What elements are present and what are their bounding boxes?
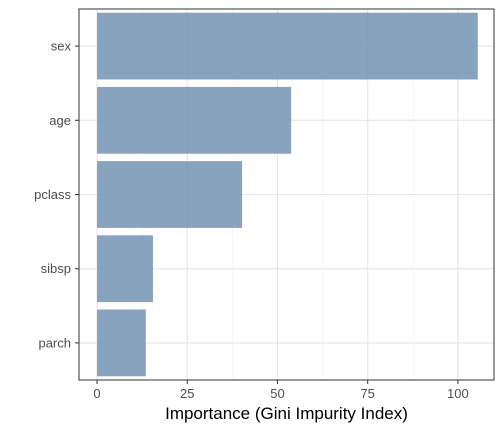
bar-age: [97, 86, 292, 154]
y-tick-label: age: [49, 113, 71, 128]
y-tick-label: sibsp: [41, 261, 71, 276]
bar-pclass: [97, 161, 243, 228]
bar-sex: [97, 12, 478, 80]
y-tick-label: pclass: [34, 187, 71, 202]
bar-parch: [97, 309, 146, 377]
x-axis: 0 25 50 75 100: [93, 380, 469, 401]
bars: [97, 12, 478, 377]
y-tick-label: parch: [38, 335, 71, 350]
y-axis: sex age pclass sibsp parch: [34, 39, 79, 350]
y-tick-label: sex: [51, 39, 72, 54]
x-tick-label: 100: [447, 386, 469, 401]
x-tick-label: 0: [93, 386, 100, 401]
x-tick-label: 75: [360, 386, 374, 401]
x-tick-label: 25: [180, 386, 194, 401]
bar-sibsp: [97, 235, 153, 303]
x-axis-title: Importance (Gini Impurity Index): [165, 404, 408, 423]
x-tick-label: 50: [270, 386, 284, 401]
